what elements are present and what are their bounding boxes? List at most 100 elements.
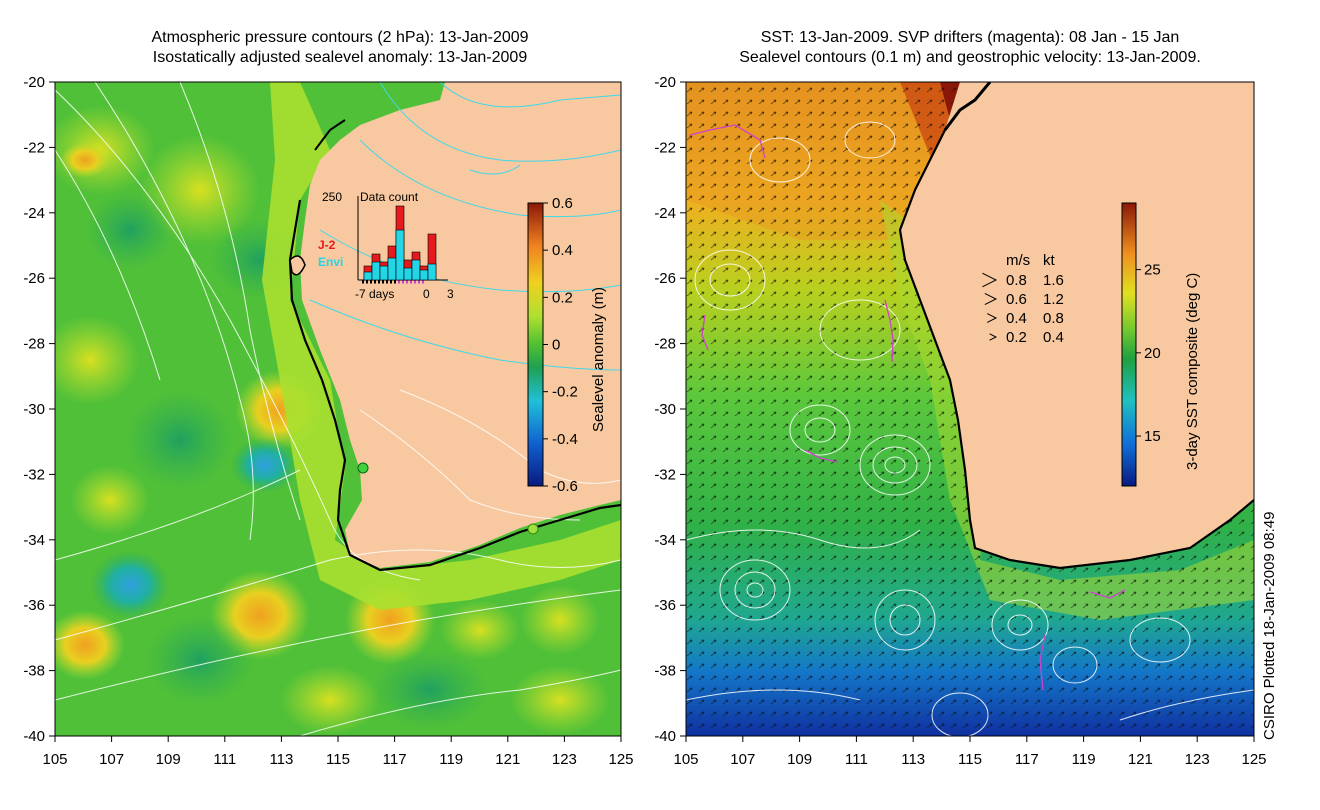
csiro-credit: CSIRO Plotted 18-Jan-2009 08:49 — [1261, 512, 1278, 740]
velocity-legend-ms: 0.4 — [1006, 310, 1027, 327]
sla-colorbar-tick-label: -0.6 — [552, 478, 578, 495]
sst-colorbar: 25 20 15 3-day SST composite (deg C) — [1121, 202, 1201, 487]
left-y-tick-label: -22 — [23, 139, 45, 156]
sst-colorbar-tick-label: 25 — [1144, 262, 1161, 279]
right-x-tick-label: 119 — [1072, 751, 1096, 768]
sla-colorbar-label: Sealevel anomaly (m) — [590, 287, 607, 432]
velocity-legend-kt: 1.2 — [1043, 291, 1064, 308]
sst-colorbar-tick-label: 15 — [1144, 428, 1161, 445]
sla-colorbar-tick-label: -0.2 — [552, 384, 578, 401]
left-x-tick-label: 123 — [552, 751, 577, 768]
left-y-tick-label: -34 — [23, 532, 45, 549]
right-x-tick-label: 109 — [787, 751, 812, 768]
right-x-tick-label: 121 — [1128, 751, 1153, 768]
coastal-shelf-band — [262, 82, 621, 610]
sst-colorbar-label: 3-day SST composite (deg C) — [1184, 273, 1201, 470]
right-x-tick-label: 107 — [730, 751, 755, 768]
velocity-legend: m/s kt 0.8 1.6 0.6 1.2 0.4 0.8 0.2 0.4 — [982, 252, 1064, 346]
right-y-tick-label: -40 — [654, 728, 676, 745]
left-x-tick-label: 119 — [439, 751, 463, 768]
data-count-inset: Data count 250 J-2 Envi — [318, 190, 454, 301]
right-y-tick-label: -30 — [654, 401, 676, 418]
right-y-tick-label: -28 — [654, 336, 676, 353]
sla-colorbar: 0.6 0.4 0.2 0 -0.2 -0.4 -0.6 Sealevel anomaly … — [527, 195, 607, 495]
velocity-legend-ms: 0.8 — [1006, 272, 1027, 289]
velocity-legend-kt: 1.6 — [1043, 272, 1064, 289]
right-y-tick-label: -38 — [654, 663, 676, 680]
left-y-tick-label: -26 — [23, 270, 45, 287]
tide-gauge-fremantle — [357, 462, 369, 474]
inset-xlabel-start: -7 days — [355, 287, 394, 301]
inset-xlabel-zero: 0 — [423, 287, 430, 301]
right-title-line2: Sealevel contours (0.1 m) and geostrophi… — [739, 49, 1201, 66]
left-x-tick-label: 117 — [383, 751, 407, 768]
sealevel-contours — [686, 121, 1254, 736]
velocity-legend-kt: 0.4 — [1043, 329, 1064, 346]
coastline — [288, 199, 621, 572]
coastline-right — [898, 129, 1254, 570]
sst-colorbar-gradient — [1121, 202, 1137, 487]
velocity-legend-arrow — [984, 292, 998, 306]
right-y-tick-label: -34 — [654, 532, 676, 549]
sla-colorbar-tick-label: 0 — [552, 337, 560, 354]
velocity-legend-kt: 0.8 — [1043, 310, 1064, 327]
left-y-tick-label: -40 — [23, 728, 45, 745]
left-y-tick-label: -38 — [23, 663, 45, 680]
right-y-tick-label: -20 — [654, 74, 676, 91]
left-y-tick-label: -28 — [23, 336, 45, 353]
right-x-tick-label: 123 — [1185, 751, 1210, 768]
inset-xlabel-end: 3 — [447, 287, 454, 301]
left-y-tick-label: -20 — [23, 74, 45, 91]
velocity-legend-arrow — [982, 272, 998, 288]
left-x-tick-label: 115 — [326, 751, 350, 768]
inset-envi-label: Envi — [318, 255, 343, 269]
left-y-tick-label: -24 — [23, 205, 45, 222]
right-y-tick-label: -22 — [654, 139, 676, 156]
velocity-legend-ms: 0.6 — [1006, 291, 1027, 308]
sla-colorbar-tick-label: -0.4 — [552, 431, 578, 448]
right-title: SST: 13-Jan-2009. SVP drifters (magenta)… — [680, 28, 1260, 68]
inset-j2-label: J-2 — [318, 238, 336, 252]
right-y-tick-label: -36 — [654, 597, 676, 614]
axis-tick-labels: 105 107 109 111 113 115 117 119 121 123 125 -20 -22 -… — [23, 74, 1266, 768]
left-x-tick-label: 125 — [608, 751, 633, 768]
svp-drifter-tracks — [689, 124, 1126, 691]
velocity-legend-ms: 0.2 — [1006, 329, 1027, 346]
right-y-tick-label: -24 — [654, 205, 676, 222]
sst-colorbar-tick-label: 20 — [1144, 345, 1161, 362]
velocity-legend-header-ms: m/s — [1006, 252, 1030, 269]
left-title-line2: Isostatically adjusted sealevel anomaly:… — [152, 49, 528, 66]
inset-title: Data count — [360, 190, 419, 204]
right-x-tick-label: 125 — [1241, 751, 1266, 768]
left-x-tick-label: 113 — [269, 751, 293, 768]
left-y-tick-label: -32 — [23, 466, 45, 483]
velocity-legend-header-kt: kt — [1043, 252, 1056, 269]
right-x-tick-label: 105 — [673, 751, 698, 768]
right-x-tick-label: 117 — [1015, 751, 1039, 768]
right-y-tick-label: -32 — [654, 466, 676, 483]
sla-colorbar-tick-label: 0.4 — [552, 242, 573, 259]
left-x-tick-label: 109 — [156, 751, 181, 768]
left-title-line1: Atmospheric pressure contours (2 hPa): 1… — [151, 29, 529, 46]
right-x-tick-label: 111 — [845, 751, 868, 768]
left-x-tick-label: 105 — [42, 751, 67, 768]
tide-gauge-esperance — [527, 523, 539, 535]
sla-colorbar-tick-label: 0.6 — [552, 195, 573, 212]
sla-colorbar-gradient — [527, 202, 544, 487]
right-map — [685, 81, 1255, 737]
inset-ymax-label: 250 — [322, 190, 342, 204]
right-y-tick-label: -26 — [654, 270, 676, 287]
right-title-line1: SST: 13-Jan-2009. SVP drifters (magenta)… — [760, 29, 1180, 46]
left-y-tick-label: -30 — [23, 401, 45, 418]
left-x-tick-label: 107 — [99, 751, 124, 768]
velocity-legend-arrow — [986, 313, 998, 323]
sla-colorbar-tick-label: 0.2 — [552, 289, 573, 306]
left-x-tick-label: 111 — [213, 751, 236, 768]
left-x-tick-label: 121 — [495, 751, 520, 768]
velocity-legend-arrow — [989, 333, 998, 341]
shark-bay-peninsula — [289, 255, 306, 276]
right-x-tick-label: 113 — [901, 751, 925, 768]
left-y-tick-label: -36 — [23, 597, 45, 614]
right-x-tick-label: 115 — [958, 751, 982, 768]
